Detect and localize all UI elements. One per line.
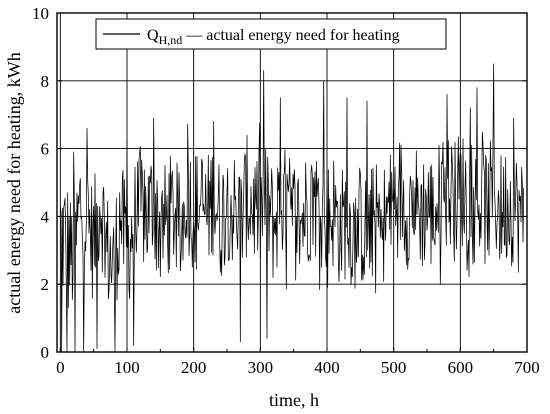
legend-symbol: Q xyxy=(147,27,159,44)
y-tick-label-10: 10 xyxy=(32,4,49,23)
x-tick-label-0: 0 xyxy=(56,358,65,377)
y-tick-labels: 0 2 4 6 8 10 xyxy=(32,4,50,362)
y-tick-label-0: 0 xyxy=(41,343,50,362)
x-tick-label-700: 700 xyxy=(514,358,540,377)
legend-description: — actual energy need for heating xyxy=(185,27,399,44)
legend-box xyxy=(95,18,447,50)
axis-ticks xyxy=(57,12,528,353)
plot-frame xyxy=(56,12,528,353)
x-tick-label-600: 600 xyxy=(448,358,474,377)
x-tick-label-100: 100 xyxy=(114,358,140,377)
series-line xyxy=(59,63,525,353)
series-line-group xyxy=(59,63,525,353)
x-tick-label-500: 500 xyxy=(381,358,407,377)
y-tick-label-2: 2 xyxy=(41,275,50,294)
legend: QH,nd — actual energy need for heating xyxy=(95,18,447,50)
x-axis-label: time, h xyxy=(269,390,319,410)
y-tick-label-6: 6 xyxy=(41,140,50,159)
x-tick-label-400: 400 xyxy=(314,358,340,377)
x-tick-label-300: 300 xyxy=(248,358,274,377)
x-tick-labels: 0 100 200 300 400 500 600 700 xyxy=(56,358,540,377)
y-axis-label: actual energy need for heating, kWh xyxy=(4,52,24,314)
y-tick-label-4: 4 xyxy=(41,207,50,226)
y-tick-label-8: 8 xyxy=(41,72,50,91)
x-tick-label-200: 200 xyxy=(181,358,207,377)
legend-entry: QH,nd — actual energy need for heating xyxy=(147,27,400,47)
legend-subscript: H,nd xyxy=(159,33,183,47)
